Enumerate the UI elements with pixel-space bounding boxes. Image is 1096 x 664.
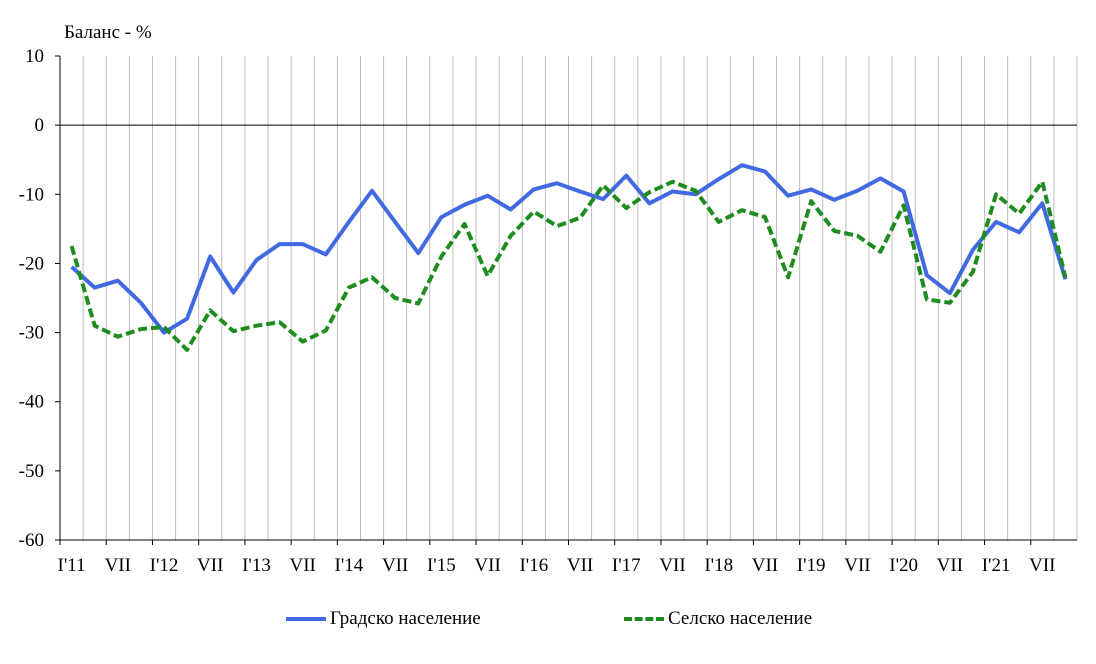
x-tick-label: VII bbox=[567, 555, 593, 576]
legend-label-rural: Селско население bbox=[668, 608, 813, 629]
axes bbox=[55, 55, 1077, 545]
y-tick-label: -30 bbox=[19, 323, 44, 344]
x-tick-label: I'21 bbox=[982, 555, 1011, 576]
x-tick-label: VII bbox=[752, 555, 778, 576]
series-line-rural bbox=[69, 179, 1068, 352]
legend-label-urban: Градско население bbox=[330, 608, 481, 629]
x-tick-label: VII bbox=[937, 555, 963, 576]
legend-item-rural: Селско население bbox=[624, 608, 812, 630]
x-tick-label: I'13 bbox=[242, 555, 271, 576]
y-tick-label: -50 bbox=[19, 461, 44, 482]
y-tick-label: 0 bbox=[35, 115, 45, 136]
x-tick-label: VII bbox=[844, 555, 870, 576]
x-tick-label: I'14 bbox=[335, 555, 364, 576]
x-tick-label: I'18 bbox=[704, 555, 733, 576]
y-axis-label: Баланс - % bbox=[64, 22, 152, 43]
x-tick-label: VII bbox=[382, 555, 408, 576]
y-tick-label: 10 bbox=[25, 46, 44, 67]
x-tick-label: VII bbox=[105, 555, 131, 576]
x-tick-label: VII bbox=[659, 555, 685, 576]
x-tick-label: VII bbox=[474, 555, 500, 576]
y-tick-label: -60 bbox=[19, 530, 44, 551]
legend-swatch-solid bbox=[286, 617, 326, 621]
x-tick-label: VII bbox=[1029, 555, 1055, 576]
y-tick-label: -40 bbox=[19, 392, 44, 413]
y-tick-label: -20 bbox=[19, 253, 44, 274]
legend-swatch-dashed bbox=[624, 617, 664, 621]
x-tick-label: I'11 bbox=[58, 555, 86, 576]
x-tick-labels: I'11 VII I'12 VII I'13 VII I'14 VII I'15 VII I'16 V… bbox=[58, 555, 1056, 576]
x-tick-label: VII bbox=[289, 555, 315, 576]
x-tick-label: I'17 bbox=[612, 555, 641, 576]
x-tick-label: I'16 bbox=[519, 555, 548, 576]
x-tick-label: I'19 bbox=[797, 555, 826, 576]
y-tick-labels: 10 0 -10 -20 -30 -40 -50 -60 bbox=[19, 46, 44, 551]
x-tick-label: I'15 bbox=[427, 555, 456, 576]
x-tick-label: I'20 bbox=[889, 555, 918, 576]
x-tick-label: VII bbox=[197, 555, 223, 576]
series-lines bbox=[69, 163, 1068, 352]
legend-item-urban: Градско население bbox=[286, 608, 481, 630]
y-tick-label: -10 bbox=[19, 184, 44, 205]
vertical-gridlines bbox=[82, 56, 1078, 540]
series-line-urban bbox=[70, 163, 1068, 335]
x-tick-label: I'12 bbox=[150, 555, 179, 576]
